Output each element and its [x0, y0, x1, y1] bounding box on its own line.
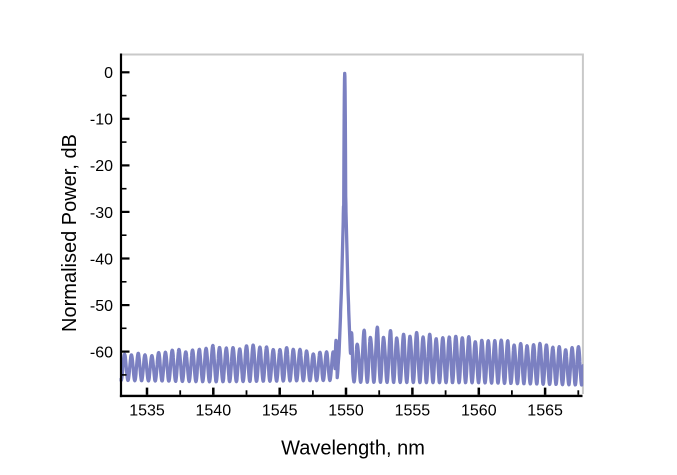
svg-text:1550: 1550 — [328, 403, 364, 420]
svg-text:-50: -50 — [90, 298, 113, 315]
svg-text:-60: -60 — [90, 344, 113, 361]
svg-text:1535: 1535 — [129, 403, 165, 420]
svg-text:-10: -10 — [90, 112, 113, 129]
svg-text:1555: 1555 — [395, 403, 431, 420]
svg-text:1560: 1560 — [461, 403, 497, 420]
svg-text:0: 0 — [104, 65, 113, 82]
svg-text:-20: -20 — [90, 158, 113, 175]
svg-text:1565: 1565 — [527, 403, 563, 420]
svg-text:1540: 1540 — [196, 403, 232, 420]
svg-text:1545: 1545 — [262, 403, 298, 420]
svg-text:-40: -40 — [90, 251, 113, 268]
svg-text:Normalised Power, dB: Normalised Power, dB — [59, 134, 81, 332]
svg-text:-30: -30 — [90, 205, 113, 222]
svg-text:Wavelength, nm: Wavelength, nm — [281, 438, 425, 460]
